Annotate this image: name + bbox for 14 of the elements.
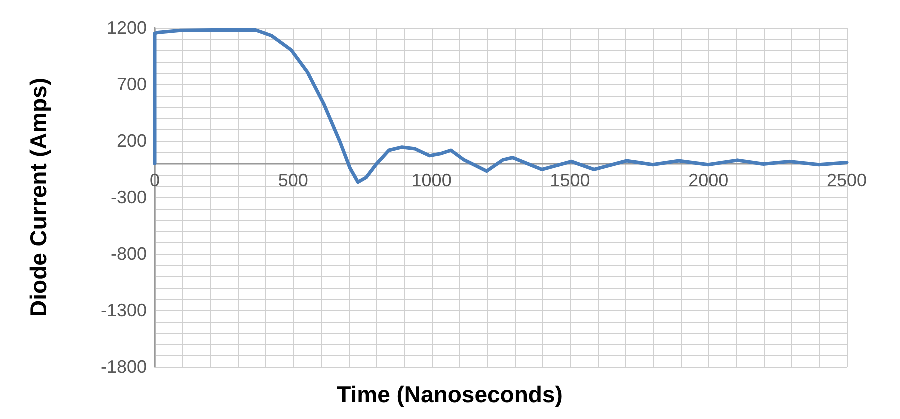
y-tick-label: -300 [110, 188, 147, 208]
y-tick-label: -1800 [100, 357, 147, 377]
x-axis-title: Time (Nanoseconds) [337, 382, 563, 408]
x-tick-label: 1000 [412, 170, 452, 191]
y-tick-label: -1300 [100, 300, 147, 320]
y-tick-label: -800 [110, 244, 147, 264]
y-tick-label: 1200 [106, 18, 147, 38]
x-tick-label: 500 [278, 170, 308, 191]
x-tick-label: 2500 [826, 170, 868, 191]
y-axis-title: Diode Current (Amps) [26, 78, 52, 317]
x-tick-label: 1500 [550, 170, 590, 191]
y-tick-label: 200 [116, 131, 147, 151]
y-tick-label: 700 [116, 74, 147, 94]
x-tick-label: 2000 [688, 170, 729, 191]
